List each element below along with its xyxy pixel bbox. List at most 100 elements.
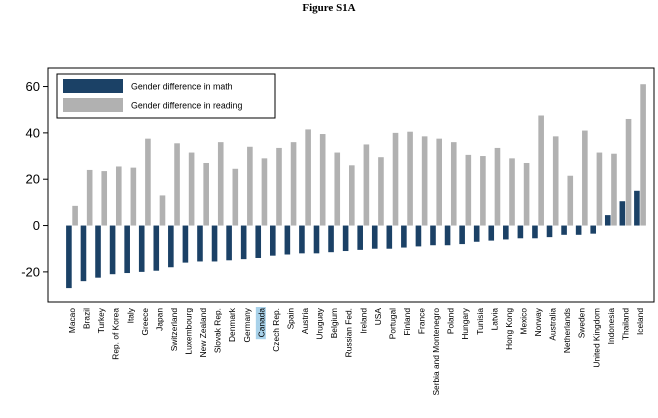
x-tick-label: Slovak Rep. xyxy=(213,308,223,353)
math-bar-15 xyxy=(284,225,291,255)
x-tick-label: Austria xyxy=(300,308,310,334)
x-tick-label: Indonesia xyxy=(606,308,616,345)
x-tick-label: USA xyxy=(373,308,383,326)
reading-bar-8 xyxy=(188,152,195,226)
math-bar-8 xyxy=(182,225,189,263)
x-tick-label: United Kingdom xyxy=(591,308,601,368)
math-bar-37 xyxy=(604,215,611,226)
math-bar-0 xyxy=(66,225,72,289)
reading-bar-6 xyxy=(159,195,166,226)
math-bar-11 xyxy=(226,225,232,261)
math-bar-14 xyxy=(269,225,276,256)
reading-bar-15 xyxy=(290,142,297,226)
math-bar-18 xyxy=(328,225,334,253)
reading-bar-11 xyxy=(232,168,239,226)
reading-bar-36 xyxy=(596,152,603,226)
x-tick-label: Ireland xyxy=(358,308,368,334)
legend-label: Gender difference in reading xyxy=(131,101,242,111)
x-tick-label: Hong Kong xyxy=(504,308,514,350)
legend-swatch xyxy=(63,98,123,112)
math-bar-1 xyxy=(80,225,87,282)
math-bar-35 xyxy=(575,225,582,235)
reading-bar-9 xyxy=(203,162,209,226)
x-tick-label: France xyxy=(417,308,427,334)
x-tick-label: Sweden xyxy=(577,308,587,339)
x-tick-label: Tunisia xyxy=(475,308,485,335)
math-bar-31 xyxy=(517,225,524,239)
math-bar-7 xyxy=(168,225,174,268)
x-tick-label: Czech Rep. xyxy=(271,308,281,352)
x-tick-label: Thailand xyxy=(620,308,630,340)
math-bar-12 xyxy=(240,225,247,260)
math-bar-23 xyxy=(401,225,407,248)
y-tick-label: -20 xyxy=(21,264,40,279)
legend-swatch xyxy=(63,79,123,93)
x-tick-label: Spain xyxy=(285,308,295,330)
reading-bar-12 xyxy=(247,146,253,226)
reading-bar-25 xyxy=(436,138,443,226)
reading-bar-1 xyxy=(86,169,93,226)
x-tick-label: Latvia xyxy=(489,308,499,331)
math-bar-19 xyxy=(342,225,349,252)
reading-bar-39 xyxy=(640,84,646,226)
reading-bar-2 xyxy=(101,171,108,226)
math-bar-10 xyxy=(211,225,218,262)
reading-bar-0 xyxy=(72,205,78,226)
reading-bar-37 xyxy=(611,153,617,226)
x-tick-label: Macao xyxy=(67,308,77,333)
math-bar-24 xyxy=(415,225,422,247)
x-tick-label: Hungary xyxy=(460,307,470,339)
math-bar-13 xyxy=(255,225,262,258)
math-bar-28 xyxy=(473,225,480,242)
reading-bar-13 xyxy=(261,158,268,226)
legend-label: Gender difference in math xyxy=(131,82,233,92)
x-tick-label: Switzerland xyxy=(169,308,179,352)
reading-bar-29 xyxy=(494,147,501,226)
reading-bar-35 xyxy=(582,130,588,226)
math-bar-17 xyxy=(313,225,320,254)
reading-bar-20 xyxy=(363,144,370,226)
reading-bar-10 xyxy=(217,142,224,226)
reading-bar-30 xyxy=(509,158,515,226)
x-tick-label: Germany xyxy=(242,307,252,342)
reading-bar-31 xyxy=(523,162,530,226)
x-tick-label: Brazil xyxy=(82,308,92,329)
x-tick-label: Belgium xyxy=(329,308,339,338)
reading-bar-27 xyxy=(465,154,472,226)
reading-bar-19 xyxy=(349,165,355,226)
math-bar-5 xyxy=(138,225,145,272)
math-bar-20 xyxy=(357,225,363,250)
figure-title: Figure S1A xyxy=(302,2,356,14)
x-tick-label: Finland xyxy=(402,308,412,336)
math-bar-16 xyxy=(299,225,305,254)
x-tick-label: Uruguay xyxy=(315,307,325,339)
math-bar-39 xyxy=(634,190,640,226)
x-tick-label: Luxembourg xyxy=(184,308,194,355)
reading-bar-26 xyxy=(450,142,457,226)
reading-bar-33 xyxy=(552,136,559,226)
math-bar-36 xyxy=(590,225,597,234)
reading-bar-14 xyxy=(276,147,282,226)
x-tick-label: Turkey xyxy=(96,307,106,333)
plot-frame xyxy=(47,67,655,303)
x-tick-label: Iceland xyxy=(635,308,645,335)
reading-bar-4 xyxy=(130,167,137,226)
x-tick-label: Greece xyxy=(140,308,150,336)
reading-bar-5 xyxy=(145,138,151,226)
x-tick-label: Mexico xyxy=(518,308,528,335)
x-tick-label: Portugal xyxy=(387,308,397,339)
math-bar-34 xyxy=(561,225,567,235)
reading-bar-38 xyxy=(625,118,632,226)
x-tick-label: Japan xyxy=(154,308,164,331)
y-tick-label: 40 xyxy=(26,125,40,140)
x-tick-label: Australia xyxy=(548,308,558,341)
reading-bar-24 xyxy=(421,136,428,226)
reading-bar-16 xyxy=(305,129,311,226)
math-bar-38 xyxy=(619,201,626,226)
x-tick-label: New Zealand xyxy=(198,308,208,358)
reading-bar-32 xyxy=(538,115,544,226)
reading-bar-3 xyxy=(115,166,122,226)
reading-bar-21 xyxy=(378,157,384,226)
math-bar-2 xyxy=(95,225,101,278)
x-tick-label: Italy xyxy=(125,307,135,323)
